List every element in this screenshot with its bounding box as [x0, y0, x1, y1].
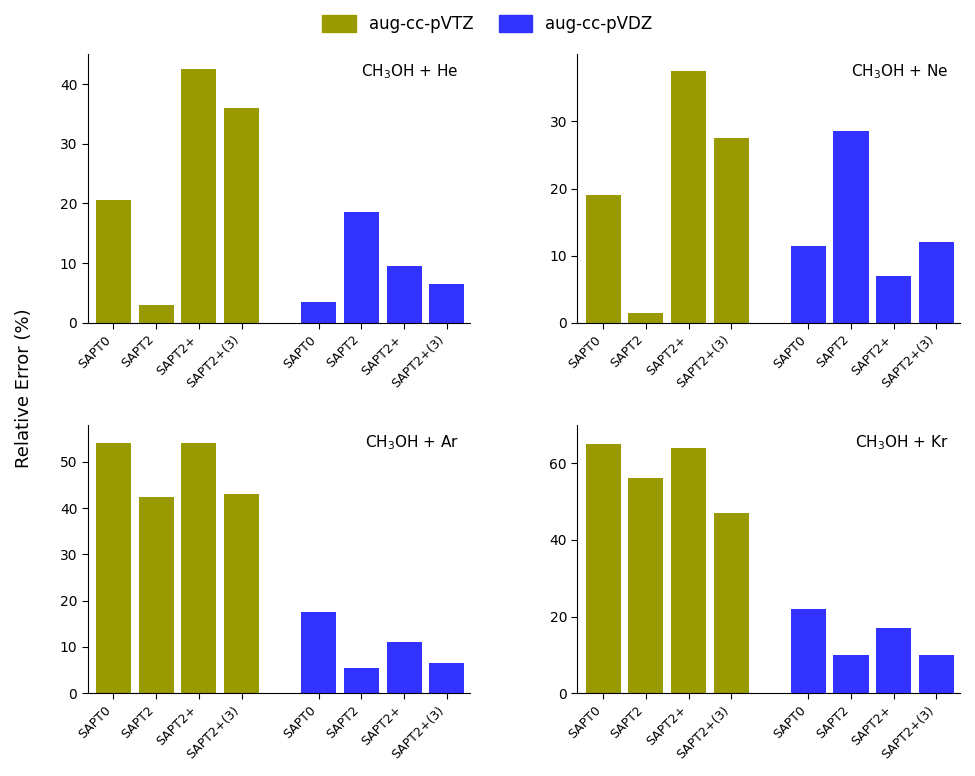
Text: Relative Error (%): Relative Error (%): [15, 308, 32, 468]
Text: CH$_3$OH + Ne: CH$_3$OH + Ne: [851, 62, 949, 81]
Bar: [791, 245, 826, 323]
Bar: [96, 200, 131, 323]
Bar: [791, 609, 826, 693]
Bar: [834, 655, 869, 693]
Bar: [224, 108, 259, 323]
Text: CH$_3$OH + Kr: CH$_3$OH + Kr: [855, 433, 949, 452]
Text: CH$_3$OH + Ar: CH$_3$OH + Ar: [365, 433, 459, 452]
Bar: [714, 513, 749, 693]
Bar: [671, 71, 706, 323]
Text: CH$_3$OH + He: CH$_3$OH + He: [362, 62, 459, 81]
Bar: [224, 494, 259, 693]
Bar: [138, 497, 174, 693]
Bar: [96, 443, 131, 693]
Bar: [877, 628, 912, 693]
Bar: [138, 305, 174, 323]
Bar: [628, 479, 663, 693]
Bar: [181, 69, 216, 323]
Bar: [429, 663, 464, 693]
Bar: [671, 448, 706, 693]
Bar: [714, 138, 749, 323]
Bar: [301, 612, 336, 693]
Bar: [181, 443, 216, 693]
Bar: [344, 668, 379, 693]
Bar: [628, 313, 663, 323]
Bar: [386, 643, 421, 693]
Bar: [919, 655, 954, 693]
Bar: [429, 284, 464, 323]
Bar: [877, 275, 912, 323]
Legend: aug-cc-pVTZ, aug-cc-pVDZ: aug-cc-pVTZ, aug-cc-pVDZ: [316, 9, 659, 40]
Bar: [834, 131, 869, 323]
Bar: [301, 302, 336, 323]
Bar: [586, 196, 621, 323]
Bar: [586, 444, 621, 693]
Bar: [386, 266, 421, 323]
Bar: [919, 242, 954, 323]
Bar: [344, 213, 379, 323]
